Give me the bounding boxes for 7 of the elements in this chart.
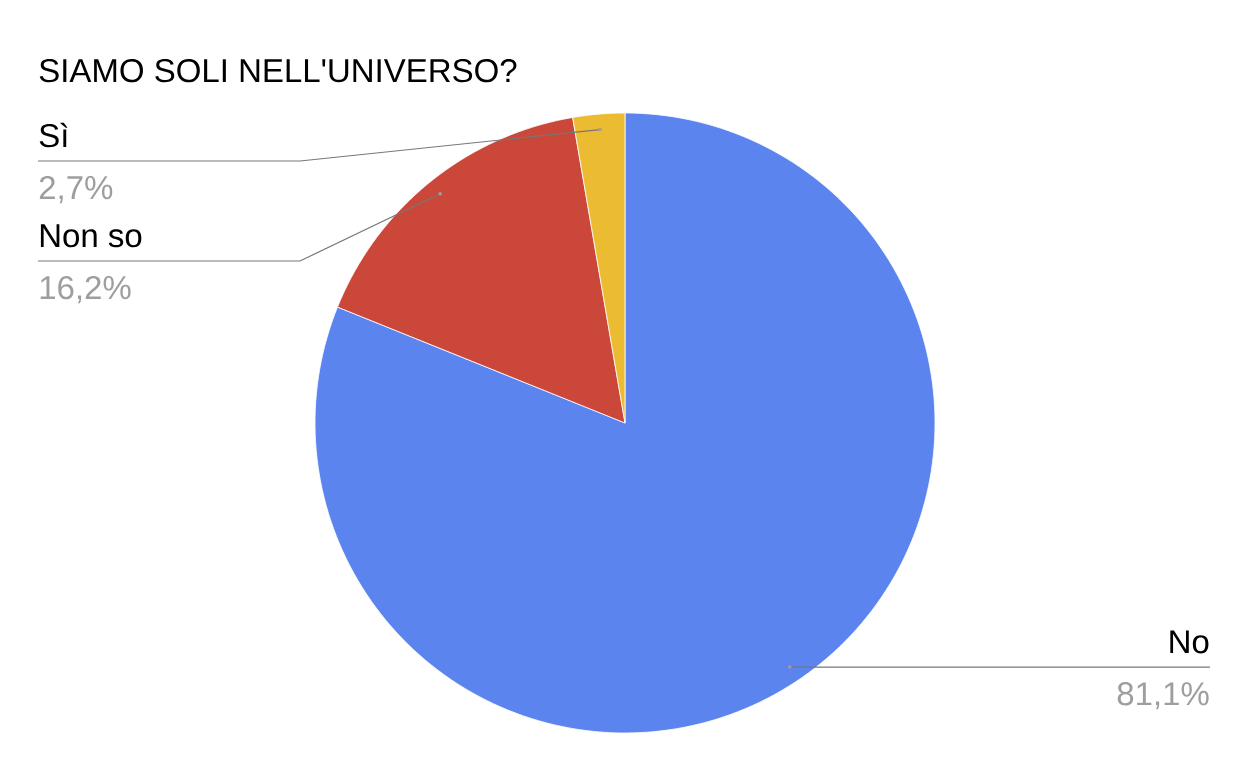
data-label: 2,7% [39, 175, 113, 204]
data-label: 81,1% [1117, 682, 1209, 710]
slice-label: Sì [39, 122, 68, 148]
chart-title: SIAMO SOLI NELL'UNIVERSO? [39, 58, 517, 83]
data-label: 16,2% [40, 275, 131, 304]
slice-label: Non so [40, 224, 142, 248]
slice-label: No [1170, 630, 1209, 654]
